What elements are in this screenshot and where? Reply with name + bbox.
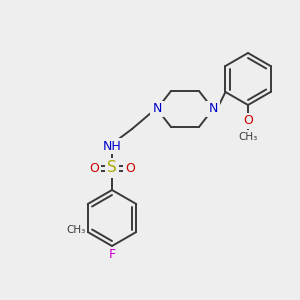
Text: O: O xyxy=(89,161,99,175)
Text: NH: NH xyxy=(103,140,122,152)
Text: O: O xyxy=(125,161,135,175)
Text: CH₃: CH₃ xyxy=(238,132,258,142)
Text: O: O xyxy=(243,115,253,128)
Text: N: N xyxy=(152,103,162,116)
Text: S: S xyxy=(107,160,117,175)
Text: N: N xyxy=(208,103,218,116)
Text: CH₃: CH₃ xyxy=(66,225,86,235)
Text: F: F xyxy=(108,248,116,262)
